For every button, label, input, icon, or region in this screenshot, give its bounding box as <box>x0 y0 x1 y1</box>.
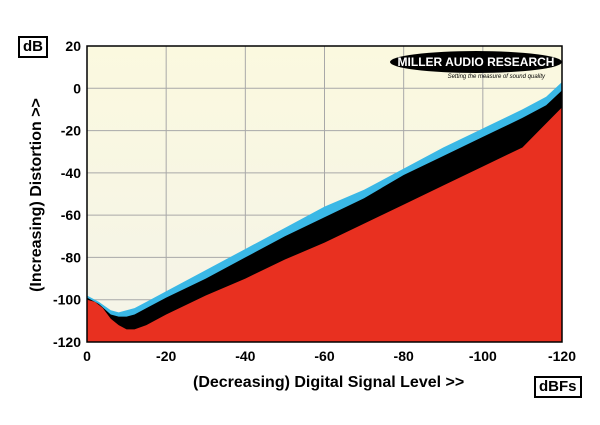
y-tick-label-3: -40 <box>61 165 81 181</box>
y-unit-label: dB <box>18 36 48 58</box>
x-tick-label-2: -40 <box>235 348 255 364</box>
x-tick-label-1: -20 <box>156 348 176 364</box>
brand-logo-text: MILLER AUDIO RESEARCH <box>398 55 555 69</box>
x-unit-label: dBFs <box>534 376 582 398</box>
x-tick-label-5: -100 <box>469 348 497 364</box>
y-tick-label-1: 0 <box>73 80 81 96</box>
brand-logo-tagline: Setting the measure of sound quality <box>448 74 546 80</box>
y-tick-label-4: -60 <box>61 207 81 223</box>
y-tick-labels: 20 0 -20 -40 -60 -80 -100 -120 <box>53 38 81 350</box>
x-axis-title: (Decreasing) Digital Signal Level >> <box>193 374 465 391</box>
series-area-2 <box>87 107 562 342</box>
x-tick-label-0: 0 <box>83 348 91 364</box>
series-areas <box>87 81 562 342</box>
y-tick-label-5: -80 <box>61 249 81 265</box>
y-tick-label-0: 20 <box>65 38 81 54</box>
y-tick-label-6: -100 <box>53 292 81 308</box>
y-axis-title: (Increasing) Distortion >> <box>28 98 45 292</box>
y-tick-label-2: -20 <box>61 123 81 139</box>
x-tick-label-6: -120 <box>548 348 576 364</box>
x-tick-labels: 0 -20 -40 -60 -80 -100 -120 <box>83 348 576 364</box>
brand-logo-ellipse <box>390 51 562 73</box>
plot-frame <box>86 45 563 343</box>
brand-logo: MILLER AUDIO RESEARCH Setting the measur… <box>390 51 562 80</box>
x-tick-label-3: -60 <box>314 348 334 364</box>
y-tick-label-7: -120 <box>53 334 81 350</box>
x-tick-label-4: -80 <box>394 348 414 364</box>
